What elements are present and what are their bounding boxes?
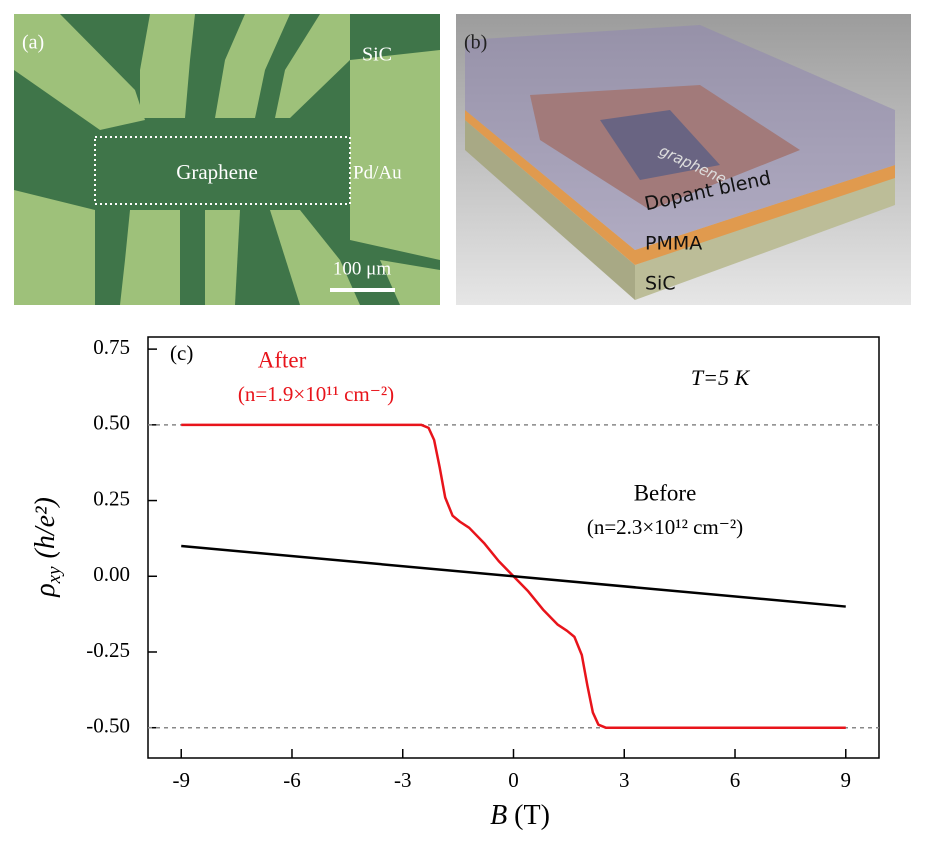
- sic-label: SiC: [645, 273, 676, 295]
- pmma-layer: [465, 110, 895, 265]
- series-density: (n=2.3×10¹² cm⁻²): [587, 515, 743, 539]
- y-tick-label: -0.25: [86, 638, 130, 662]
- y-label-symbol: ρ: [30, 583, 61, 597]
- channel-label: Graphene: [176, 160, 258, 184]
- panel-a: (a) SiC Graphene Pd/Au 100 μm: [14, 14, 440, 305]
- x-tick-label: 3: [619, 768, 630, 792]
- x-tick-label: 0: [508, 768, 519, 792]
- y-tick-label: 0.00: [93, 562, 130, 586]
- x-axis-label: B (T): [490, 800, 550, 831]
- panel-b: (b) graphene Dopant blend PMMA SiC: [456, 14, 911, 305]
- x-label-unit: (T): [514, 800, 550, 831]
- y-tick-label: 0.50: [93, 411, 130, 435]
- series-density: (n=1.9×10¹¹ cm⁻²): [238, 382, 394, 406]
- channel-outline: [94, 136, 351, 205]
- x-label-symbol: B: [490, 800, 507, 831]
- x-tick-label: -3: [394, 768, 412, 792]
- panel-label: (a): [22, 32, 44, 54]
- y-tick-label: 0.25: [93, 486, 130, 510]
- y-tick-label: -0.50: [86, 714, 130, 738]
- series-label: Before: [634, 480, 697, 505]
- x-tick-label: 9: [841, 768, 852, 792]
- substrate-label: SiC: [362, 44, 392, 66]
- y-tick-label: 0.75: [93, 335, 130, 359]
- y-label-subscript: xy: [44, 566, 65, 584]
- scale-label: 100 μm: [333, 258, 391, 279]
- series-label: After: [258, 347, 307, 372]
- x-tick-label: 6: [730, 768, 741, 792]
- pmma-label: PMMA: [645, 233, 702, 255]
- x-tick-label: -9: [172, 768, 190, 792]
- y-axis-label: ρxy (h/e²): [30, 497, 65, 598]
- y-label-unit: (h/e²): [30, 497, 61, 558]
- contact-label: Pd/Au: [353, 162, 402, 183]
- x-tick-label: -6: [283, 768, 301, 792]
- sic-front: [635, 175, 895, 300]
- sic-side: [465, 120, 635, 300]
- series-line: [181, 544, 846, 608]
- panel-label: (c): [170, 341, 193, 365]
- dopant-layer: [465, 25, 895, 250]
- temperature-annotation: T=5 K: [691, 365, 751, 390]
- panel-label: (b): [464, 32, 487, 54]
- chart: (c) After (n=1.9×10¹¹ cm⁻²) Before (n=2.…: [30, 335, 880, 831]
- contacts: [14, 14, 440, 305]
